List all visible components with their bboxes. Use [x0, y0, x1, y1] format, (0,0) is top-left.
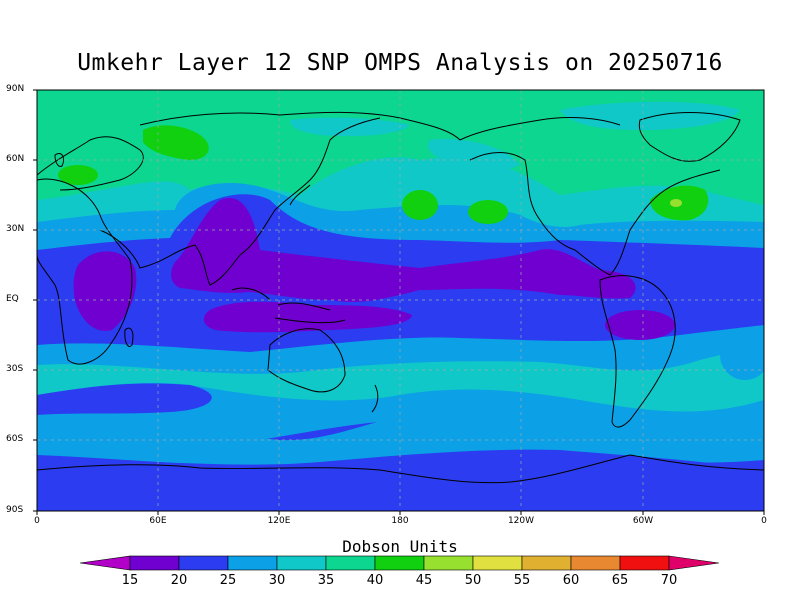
colorbar-swatch [423, 555, 474, 571]
band-15-20-south-america [605, 310, 675, 340]
lon-label-0-right: 0 [761, 516, 767, 526]
lat-label-90n: 90N [6, 84, 25, 94]
colorbar-swatch [178, 555, 229, 571]
lon-label-60w: 60W [632, 516, 654, 526]
coastlines [37, 111, 764, 484]
band-30-35-south-polar [37, 407, 764, 470]
colorbar-arrow-high [668, 555, 720, 571]
lon-label-60e: 60E [149, 516, 167, 526]
lon-label-120e: 120E [267, 516, 291, 526]
patch-30-35-east-south [720, 330, 764, 380]
colorbar-swatch [374, 555, 425, 571]
colorbar-tick-label: 35 [317, 573, 335, 588]
band-15-20-maritime [203, 301, 412, 333]
colorbar-swatch [325, 555, 376, 571]
lat-label-eq: EQ [6, 294, 19, 304]
colorbar-swatch [276, 555, 327, 571]
colorbar-tick-label: 45 [415, 573, 433, 588]
colorbar-swatch [570, 555, 621, 571]
lon-label-180: 180 [391, 516, 409, 526]
band-40-45-north-pacific-west [402, 190, 438, 220]
band-15-20-africa [73, 251, 137, 331]
lat-label-30n: 30N [6, 224, 25, 234]
lon-label-120w: 120W [507, 516, 535, 526]
axis-ticks [33, 89, 765, 515]
colorbar-swatch [227, 555, 278, 571]
lat-label-30s: 30S [6, 364, 24, 374]
map-title: Umkehr Layer 12 SNP OMPS Analysis on 202… [77, 50, 723, 76]
colorbar-tick-label: 40 [366, 573, 384, 588]
lat-label-60s: 60S [6, 434, 24, 444]
colorbar-tick-label: 65 [611, 573, 629, 588]
colorbar-tick-label: 25 [219, 573, 237, 588]
colorbar-tick-label: 15 [121, 573, 139, 588]
band-30-35-bering [428, 139, 520, 171]
colorbar-swatch [521, 555, 572, 571]
graticule [37, 90, 764, 511]
colorbar-swatch [619, 555, 670, 571]
band-30-35-greenland [560, 101, 740, 130]
lon-label-0-left: 0 [34, 516, 40, 526]
band-40-45-north-pacific-east [468, 200, 508, 224]
colorbar-tick-label: 20 [170, 573, 188, 588]
band-30-35-south [37, 345, 764, 412]
band-40-45-arctic-europe [143, 125, 209, 160]
band-40-45-north-sea [58, 165, 98, 185]
lat-label-90s: 90S [6, 505, 24, 515]
colorbar-swatch [129, 555, 180, 571]
colorbar-swatch [472, 555, 523, 571]
lat-label-60n: 60N [6, 154, 25, 164]
band-15-20-asia-pacific [171, 198, 636, 302]
colorbar-tick-label: 70 [660, 573, 678, 588]
colorbar-arrow-low [79, 555, 131, 571]
colorbar-tick-label: 30 [268, 573, 286, 588]
colorbar-tick-label: 60 [562, 573, 580, 588]
patch-30-35-south-pacific [510, 408, 580, 448]
colorbar-title: Dobson Units [342, 537, 458, 556]
colorbar-tick-label: 50 [464, 573, 482, 588]
band-20-25-antarctic [37, 455, 764, 511]
band-45-50-north-atlantic [670, 199, 682, 207]
colorbar-tick-label: 55 [513, 573, 531, 588]
band-25-30-south-high [37, 383, 212, 415]
